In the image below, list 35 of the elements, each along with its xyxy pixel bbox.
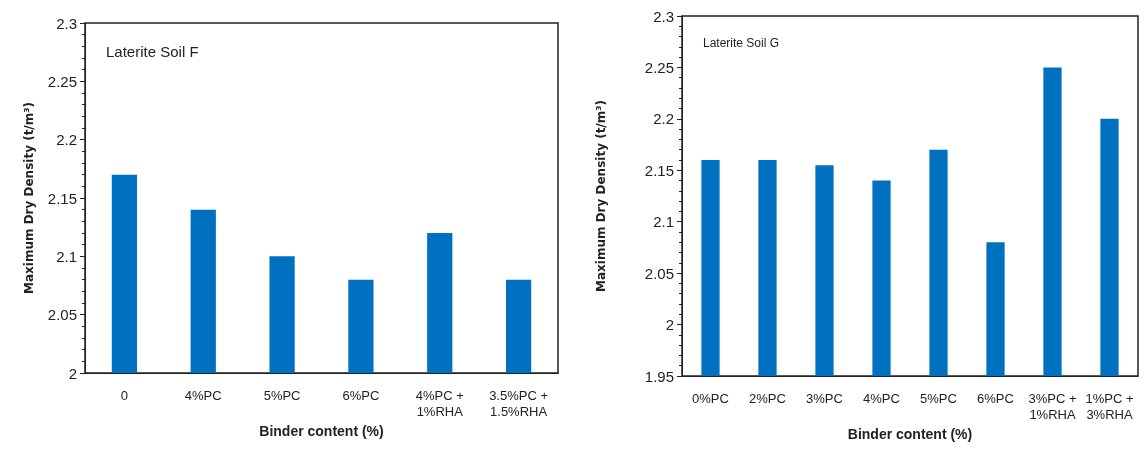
x-tick-label: 4%PC + 1%RHA bbox=[415, 387, 464, 419]
y-tick-label: 1.95 bbox=[644, 367, 674, 385]
y-tick-label: 2 bbox=[665, 316, 674, 334]
x-tick-label: 5%PC bbox=[920, 390, 957, 406]
x-axis-title: Binder content (%) bbox=[259, 422, 384, 439]
y-tick-label: 2.3 bbox=[653, 7, 674, 25]
y-tick-label: 2.1 bbox=[56, 247, 77, 265]
y-tick-label: 2.05 bbox=[644, 264, 674, 282]
y-tick-label: 2.3 bbox=[56, 14, 77, 32]
y-tick-label: 2 bbox=[68, 364, 77, 382]
x-tick-label: 3%PC + 1%RHA bbox=[1028, 390, 1077, 422]
y-tick-label: 2.15 bbox=[644, 161, 674, 179]
x-tick-label: 4%PC bbox=[863, 390, 900, 406]
y-tick-label: 2.25 bbox=[47, 72, 77, 90]
y-tick-label: 2.05 bbox=[47, 306, 77, 324]
text: Laterite Soil F bbox=[106, 43, 199, 60]
x-tick-label: 4%PC bbox=[184, 387, 222, 403]
x-tick-label: 6%PC bbox=[342, 387, 380, 403]
y-tick-label: 2.2 bbox=[56, 131, 77, 149]
x-axis-title: Binder content (%) bbox=[847, 425, 973, 442]
x-tick-label: 2%PC bbox=[749, 390, 786, 406]
x-tick-label: 0 bbox=[120, 387, 129, 403]
y-tick-label: 2.2 bbox=[653, 110, 674, 128]
x-tick-label: 6%PC bbox=[977, 390, 1014, 406]
x-tick-label: 3.5%PC + 1.5%RHA bbox=[489, 387, 549, 419]
y-tick-label: 2.1 bbox=[653, 213, 674, 231]
x-tick-label: 3%PC bbox=[806, 390, 843, 406]
x-tick-label: 5%PC bbox=[263, 387, 301, 403]
y-axis-title: Maximum Dry Density (t/m³) bbox=[594, 100, 608, 292]
y-tick-label: 2.15 bbox=[47, 189, 77, 207]
x-tick-label: 0%PC bbox=[692, 390, 729, 406]
y-tick-label: 2.25 bbox=[644, 58, 674, 76]
text: Laterite Soil G bbox=[703, 36, 780, 50]
x-tick-label: 1%PC + 3%RHA bbox=[1085, 390, 1134, 422]
y-axis-title: Maximum Dry Density (t/m³) bbox=[22, 102, 36, 294]
